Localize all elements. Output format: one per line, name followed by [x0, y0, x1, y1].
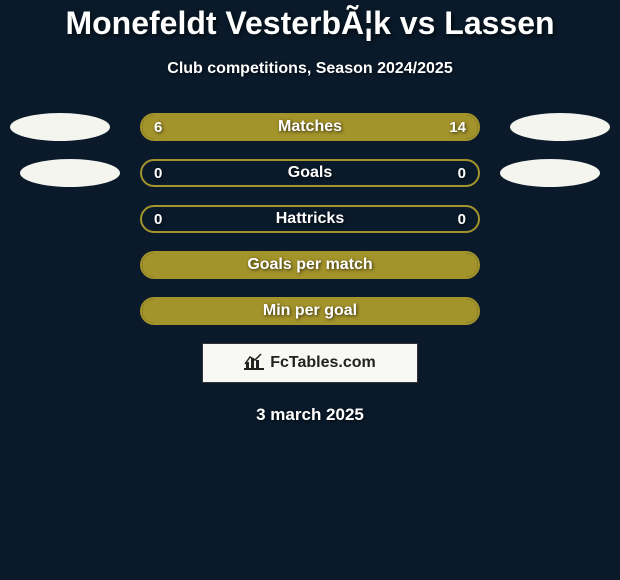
stat-bar: 00Goals [140, 159, 480, 187]
stat-bar: Goals per match [140, 251, 480, 279]
stat-label: Matches [142, 118, 478, 136]
player-badge-right [500, 159, 600, 187]
stat-rows: 614Matches 00Goals 00Hattricks Goals per ma… [0, 113, 620, 325]
stat-label: Goals per match [142, 256, 478, 274]
stat-row: 00Goals [0, 159, 620, 187]
stat-bar: 614Matches [140, 113, 480, 141]
brand-box[interactable]: FcTables.com [202, 343, 418, 383]
player-badge-left [10, 113, 110, 141]
chart-icon [244, 352, 264, 375]
player-badge-left [20, 159, 120, 187]
stat-row: Goals per match [0, 251, 620, 279]
comparison-widget: Monefeldt VesterbÃ¦k vs Lassen Club comp… [0, 0, 620, 425]
player-badge-right [510, 113, 610, 141]
brand-label: FcTables.com [270, 354, 376, 372]
stat-label: Min per goal [142, 302, 478, 320]
date-label: 3 march 2025 [0, 405, 620, 425]
stat-label: Goals [142, 164, 478, 182]
stat-label: Hattricks [142, 210, 478, 228]
stat-bar: Min per goal [140, 297, 480, 325]
stat-row: 614Matches [0, 113, 620, 141]
stat-row: 00Hattricks [0, 205, 620, 233]
stat-bar: 00Hattricks [140, 205, 480, 233]
stat-row: Min per goal [0, 297, 620, 325]
subtitle: Club competitions, Season 2024/2025 [0, 60, 620, 78]
page-title: Monefeldt VesterbÃ¦k vs Lassen [0, 5, 620, 42]
